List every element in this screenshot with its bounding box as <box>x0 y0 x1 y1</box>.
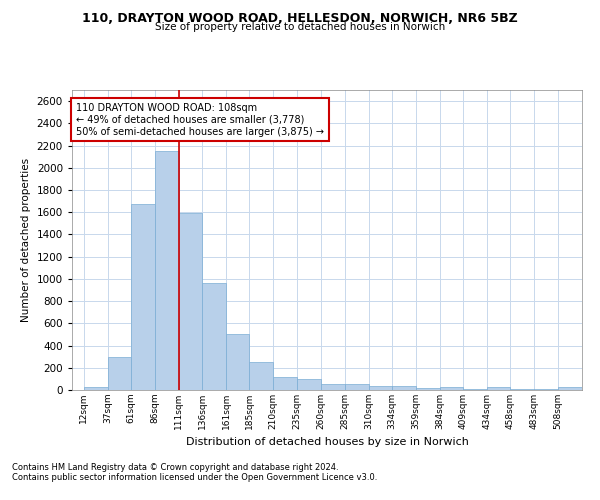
Bar <box>369 386 392 390</box>
Bar <box>321 384 345 390</box>
Bar <box>345 384 369 390</box>
Bar <box>179 214 202 390</box>
Bar <box>487 387 511 390</box>
Text: Size of property relative to detached houses in Norwich: Size of property relative to detached ho… <box>155 22 445 32</box>
Bar <box>250 362 273 390</box>
Bar <box>416 388 440 390</box>
Y-axis label: Number of detached properties: Number of detached properties <box>21 158 31 322</box>
Bar <box>558 387 582 390</box>
Bar <box>297 379 321 390</box>
Text: Contains HM Land Registry data © Crown copyright and database right 2024.: Contains HM Land Registry data © Crown c… <box>12 464 338 472</box>
Bar <box>84 386 108 390</box>
Bar <box>131 204 155 390</box>
Bar <box>155 151 179 390</box>
Bar <box>392 386 416 390</box>
Bar <box>440 386 463 390</box>
Text: 110 DRAYTON WOOD ROAD: 108sqm
← 49% of detached houses are smaller (3,778)
50% o: 110 DRAYTON WOOD ROAD: 108sqm ← 49% of d… <box>76 104 324 136</box>
Bar <box>202 284 226 390</box>
Bar <box>226 334 250 390</box>
X-axis label: Distribution of detached houses by size in Norwich: Distribution of detached houses by size … <box>185 438 469 448</box>
Bar <box>108 356 131 390</box>
Bar <box>273 376 297 390</box>
Text: Contains public sector information licensed under the Open Government Licence v3: Contains public sector information licen… <box>12 474 377 482</box>
Text: 110, DRAYTON WOOD ROAD, HELLESDON, NORWICH, NR6 5BZ: 110, DRAYTON WOOD ROAD, HELLESDON, NORWI… <box>82 12 518 26</box>
